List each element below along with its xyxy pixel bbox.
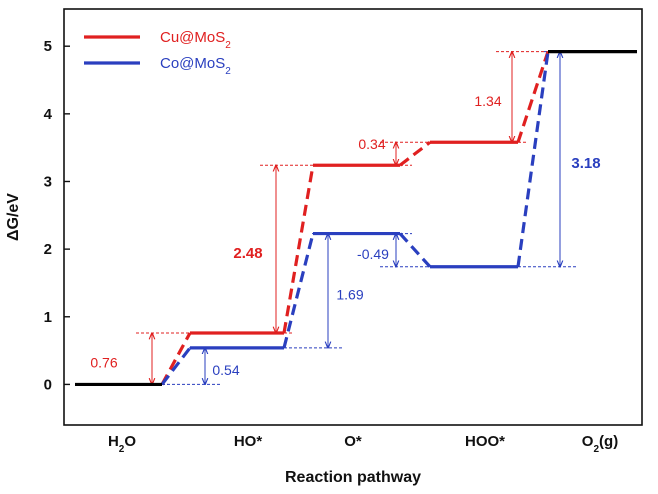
y-tick-label: 0: [44, 376, 52, 393]
legend-label: Cu@MoS2: [160, 29, 231, 51]
annotations: 0.76 2.48 0.34 1.34 0.54 1.69 -0.49 3.18: [90, 93, 600, 378]
y-tick-label: 4: [44, 106, 53, 123]
delta-label: 2.48: [233, 245, 262, 262]
y-tick-label: 3: [44, 173, 52, 190]
legend-label: Co@MoS2: [160, 55, 231, 77]
x-axis: H2O HO* O* HOO* O2(g): [108, 433, 618, 455]
delta-label: 1.34: [474, 93, 501, 109]
legend: Cu@MoS2 Co@MoS2: [84, 29, 231, 77]
x-tick-label: HOO*: [465, 433, 505, 450]
connector-line: [516, 51, 550, 267]
x-tick-label: O2(g): [582, 433, 618, 455]
y-axis: 0 1 2 3 4 5: [44, 38, 70, 393]
connector-line: [282, 233, 315, 349]
delta-label: 0.34: [358, 136, 385, 152]
delta-label: 0.54: [212, 362, 239, 378]
y-tick-label: 2: [44, 241, 52, 258]
x-tick-label: O*: [344, 433, 362, 450]
connector-line: [282, 164, 315, 334]
plot-frame: [63, 8, 643, 426]
x-axis-title: Reaction pathway: [285, 469, 421, 486]
connector-line: [516, 51, 550, 143]
y-axis-title: ΔG/eV: [5, 193, 22, 241]
delta-label: -0.49: [357, 246, 389, 262]
delta-label: 1.69: [336, 287, 363, 303]
x-tick-label: H2O: [108, 433, 136, 455]
annotation-guides: [136, 52, 576, 385]
series-lines: [75, 50, 637, 387]
delta-label: 0.76: [90, 355, 117, 371]
delta-label: 3.18: [571, 155, 600, 172]
y-tick-label: 1: [44, 309, 52, 326]
x-tick-label: HO*: [234, 433, 263, 450]
connector-line: [160, 346, 192, 386]
connector-line: [398, 232, 432, 268]
connector-line: [399, 140, 431, 167]
y-tick-label: 5: [44, 38, 52, 55]
